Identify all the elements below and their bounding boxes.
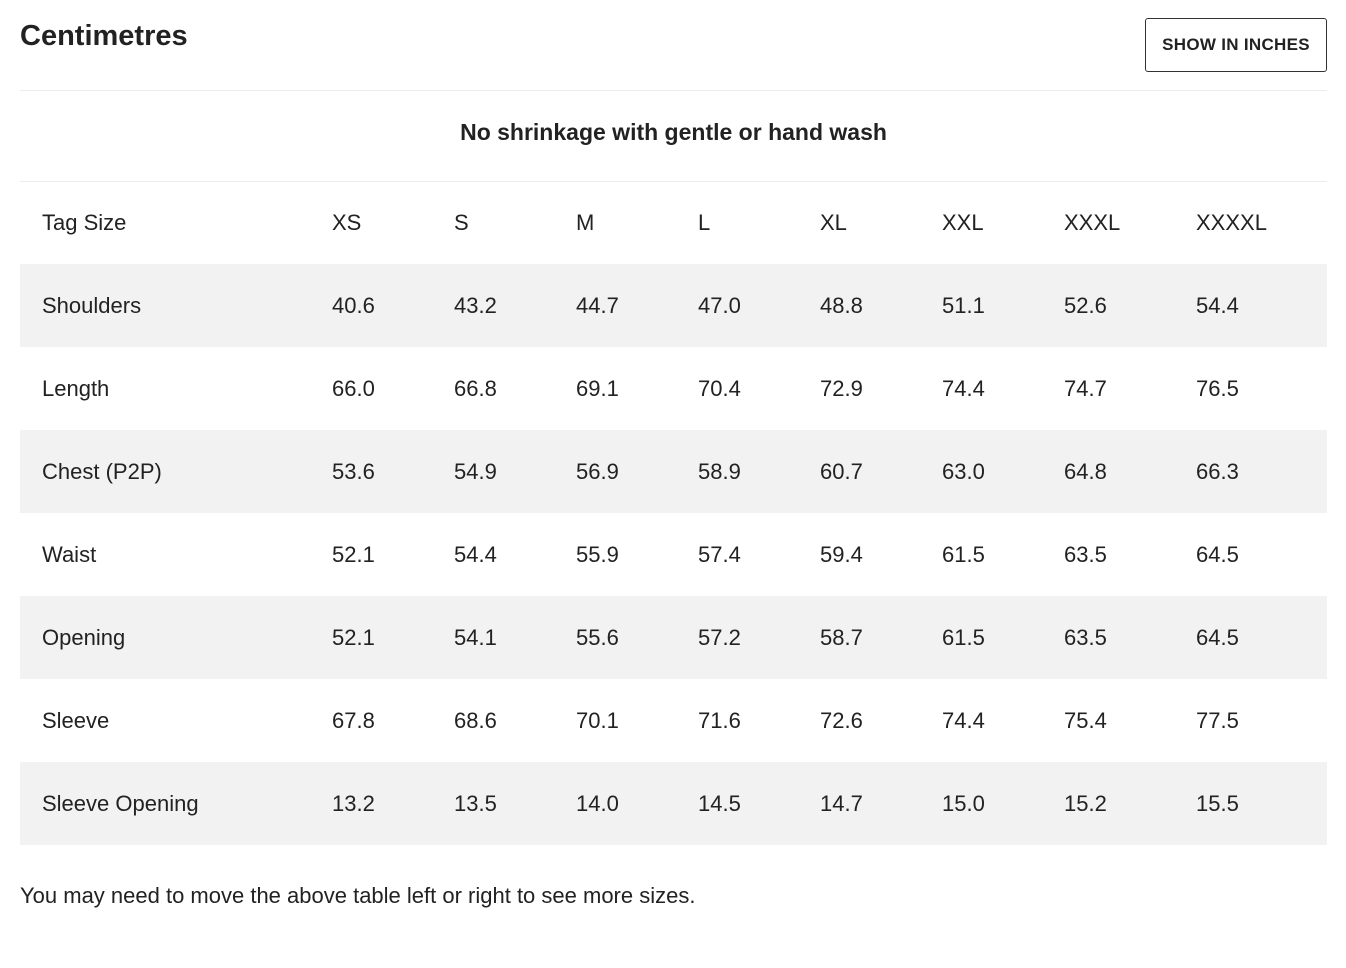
- measurement-value: 13.2: [332, 790, 375, 816]
- measurement-value: 14.0: [576, 790, 619, 816]
- measurement-value: 54.4: [1196, 292, 1239, 318]
- measurement-value: 59.4: [820, 541, 863, 567]
- size-header-xxxxl: XXXXL: [1196, 210, 1267, 235]
- care-note-row: No shrinkage with gentle or hand wash: [20, 91, 1327, 182]
- measurement-value: 51.1: [942, 292, 985, 318]
- size-chart-header: Centimetres SHOW IN INCHES: [20, 0, 1327, 91]
- measurement-value: 56.9: [576, 458, 619, 484]
- size-header-xxl: XXL: [942, 210, 984, 235]
- measurement-value: 64.5: [1196, 541, 1239, 567]
- measurement-label: Shoulders: [42, 292, 142, 318]
- size-header-m: M: [576, 210, 595, 235]
- size-header-xxxl: XXXL: [1064, 210, 1121, 235]
- measurement-value: 67.8: [332, 707, 375, 733]
- size-header-xl: XL: [820, 210, 847, 235]
- measurement-value: 14.5: [698, 790, 741, 816]
- table-row: Sleeve 67.8 68.6 70.1 71.6 72.6 74.4 75.4 77.5: [20, 679, 1327, 762]
- measurement-value: 72.9: [820, 375, 863, 401]
- measurement-label: Waist: [42, 541, 97, 567]
- measurement-value: 74.4: [942, 375, 985, 401]
- measurement-value: 72.6: [820, 707, 863, 733]
- measurement-label: Opening: [42, 624, 126, 650]
- measurement-value: 15.0: [942, 790, 985, 816]
- size-header-row: Tag Size XS S M L XL XXL XXXL XXXXL: [20, 182, 1327, 264]
- measurement-value: 44.7: [576, 292, 619, 318]
- care-note: No shrinkage with gentle or hand wash: [460, 119, 887, 145]
- measurement-value: 14.7: [820, 790, 863, 816]
- measurement-value: 52.1: [332, 624, 375, 650]
- measurement-value: 40.6: [332, 292, 375, 318]
- measurement-value: 74.7: [1064, 375, 1107, 401]
- measurement-value: 66.8: [454, 375, 497, 401]
- measurement-value: 15.5: [1196, 790, 1239, 816]
- measurement-value: 76.5: [1196, 375, 1239, 401]
- table-row: Shoulders 40.6 43.2 44.7 47.0 48.8 51.1 52.6 54.…: [20, 264, 1327, 347]
- measurement-value: 57.4: [698, 541, 741, 567]
- size-header-s: S: [454, 210, 469, 235]
- measurement-value: 68.6: [454, 707, 497, 733]
- table-row: Length 66.0 66.8 69.1 70.4 72.9 74.4 74.7 76.5: [20, 347, 1327, 430]
- show-in-inches-button[interactable]: SHOW IN INCHES: [1145, 18, 1327, 72]
- measurement-value: 60.7: [820, 458, 863, 484]
- measurement-value: 63.0: [942, 458, 985, 484]
- table-row: Waist 52.1 54.4 55.9 57.4 59.4 61.5 63.5 64.5: [20, 513, 1327, 596]
- measurement-value: 53.6: [332, 458, 375, 484]
- measurement-label: Sleeve: [42, 707, 110, 733]
- size-table: Tag Size XS S M L XL XXL XXXL XXXXL Shou…: [20, 182, 1327, 845]
- measurement-value: 66.0: [332, 375, 375, 401]
- measurement-value: 15.2: [1064, 790, 1107, 816]
- measurement-value: 70.1: [576, 707, 619, 733]
- size-header-l: L: [698, 210, 711, 235]
- measurement-value: 77.5: [1196, 707, 1239, 733]
- measurement-value: 55.9: [576, 541, 619, 567]
- size-header-xs: XS: [332, 210, 362, 235]
- measurement-label: Length: [42, 375, 110, 401]
- measurement-value: 47.0: [698, 292, 741, 318]
- measurement-value: 61.5: [942, 541, 985, 567]
- measurement-value: 74.4: [942, 707, 985, 733]
- table-row: Sleeve Opening 13.2 13.5 14.0 14.5 14.7 15.0 15…: [20, 762, 1327, 845]
- measurement-value: 63.5: [1064, 541, 1107, 567]
- scroll-hint: You may need to move the above table lef…: [20, 883, 696, 908]
- measurement-value: 54.9: [454, 458, 497, 484]
- measurement-label: Chest (P2P): [42, 458, 162, 484]
- measurement-value: 64.5: [1196, 624, 1239, 650]
- measurement-value: 61.5: [942, 624, 985, 650]
- measurement-value: 13.5: [454, 790, 497, 816]
- table-row: Chest (P2P) 53.6 54.9 56.9 58.9 60.7 63.0 64.8 6…: [20, 430, 1327, 513]
- measurement-value: 43.2: [454, 292, 497, 318]
- measurement-value: 70.4: [698, 375, 741, 401]
- measurement-value: 58.9: [698, 458, 741, 484]
- measurement-value: 69.1: [576, 375, 619, 401]
- measurement-value: 55.6: [576, 624, 619, 650]
- measurement-value: 52.1: [332, 541, 375, 567]
- measurement-value: 54.4: [454, 541, 497, 567]
- table-row: Opening 52.1 54.1 55.6 57.2 58.7 61.5 63.5 64.5: [20, 596, 1327, 679]
- measurement-value: 58.7: [820, 624, 863, 650]
- unit-title: Centimetres: [20, 20, 188, 52]
- measurement-value: 75.4: [1064, 707, 1107, 733]
- measurement-label: Sleeve Opening: [42, 790, 199, 816]
- measurement-value: 57.2: [698, 624, 741, 650]
- measurement-value: 48.8: [820, 292, 863, 318]
- measurement-value: 52.6: [1064, 292, 1107, 318]
- measurement-value: 54.1: [454, 624, 497, 650]
- tag-size-header: Tag Size: [42, 210, 127, 235]
- measurement-value: 64.8: [1064, 458, 1107, 484]
- measurement-value: 63.5: [1064, 624, 1107, 650]
- measurement-value: 66.3: [1196, 458, 1239, 484]
- measurement-value: 71.6: [698, 707, 741, 733]
